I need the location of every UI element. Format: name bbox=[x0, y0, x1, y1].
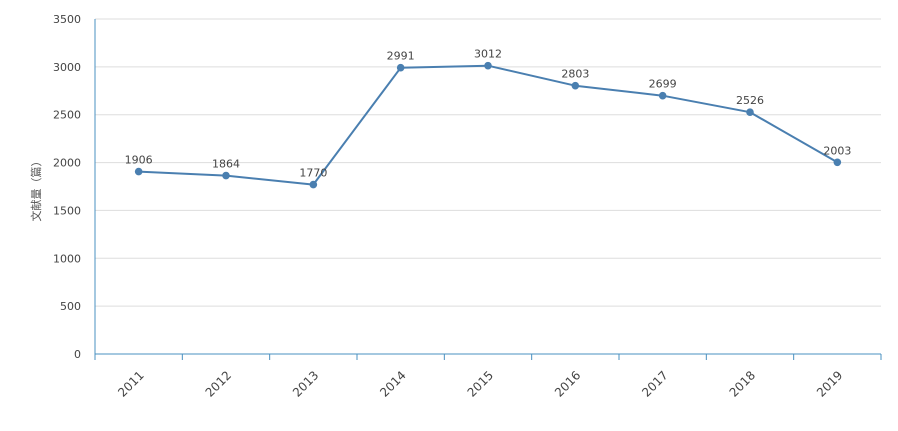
x-tick-labels: 2011 2012 2013 2014 2015 2016 2017 2018 2019 bbox=[115, 368, 845, 399]
axes bbox=[94, 19, 882, 360]
data-point[interactable] bbox=[396, 63, 405, 72]
data-label: 1770 bbox=[299, 167, 327, 180]
y-tick-label: 3000 bbox=[53, 61, 81, 74]
series-line-layer bbox=[138, 64, 838, 186]
y-tick-label: 1500 bbox=[53, 204, 81, 217]
y-tick-label: 2500 bbox=[53, 109, 81, 122]
data-label: 2803 bbox=[561, 68, 589, 81]
data-point[interactable] bbox=[658, 91, 667, 100]
x-tick-label: 2014 bbox=[377, 368, 408, 399]
data-point[interactable] bbox=[222, 171, 230, 180]
data-label: 1906 bbox=[125, 154, 153, 167]
x-tick-label: 2017 bbox=[639, 368, 670, 399]
data-point[interactable] bbox=[833, 158, 842, 167]
x-tick-label: 2013 bbox=[290, 368, 321, 399]
x-tick-label: 2012 bbox=[203, 368, 234, 399]
series-line bbox=[138, 64, 838, 186]
y-tick-label: 2000 bbox=[53, 157, 81, 170]
data-labels: 1906 1864 1770 2991 3012 2803 2699 2526 2003 bbox=[125, 48, 852, 180]
data-label: 2699 bbox=[649, 78, 677, 91]
data-points bbox=[134, 61, 842, 189]
x-tick-label: 2018 bbox=[727, 368, 758, 399]
x-tick-label: 2015 bbox=[465, 368, 496, 399]
data-label: 2991 bbox=[387, 50, 415, 63]
data-point[interactable] bbox=[746, 108, 754, 117]
data-point[interactable] bbox=[134, 167, 143, 176]
data-label: 1864 bbox=[212, 158, 240, 171]
x-tick-label: 2016 bbox=[552, 368, 583, 399]
data-label: 3012 bbox=[474, 48, 502, 61]
x-tick-label: 2011 bbox=[115, 368, 146, 399]
data-point[interactable] bbox=[571, 81, 580, 90]
data-point[interactable] bbox=[484, 61, 492, 70]
data-point[interactable] bbox=[309, 180, 318, 189]
y-tick-labels: 0 500 1000 1500 2000 2500 3000 3500 bbox=[53, 13, 81, 361]
data-label: 2003 bbox=[823, 144, 851, 157]
x-tick-label: 2019 bbox=[814, 368, 845, 399]
data-label: 2526 bbox=[736, 94, 764, 107]
y-tick-label: 0 bbox=[74, 348, 81, 361]
y-tick-label: 3500 bbox=[53, 13, 81, 26]
y-tick-label: 500 bbox=[60, 300, 81, 313]
y-axis-title: 文献量（篇） bbox=[29, 156, 43, 222]
y-tick-label: 1000 bbox=[53, 252, 81, 265]
